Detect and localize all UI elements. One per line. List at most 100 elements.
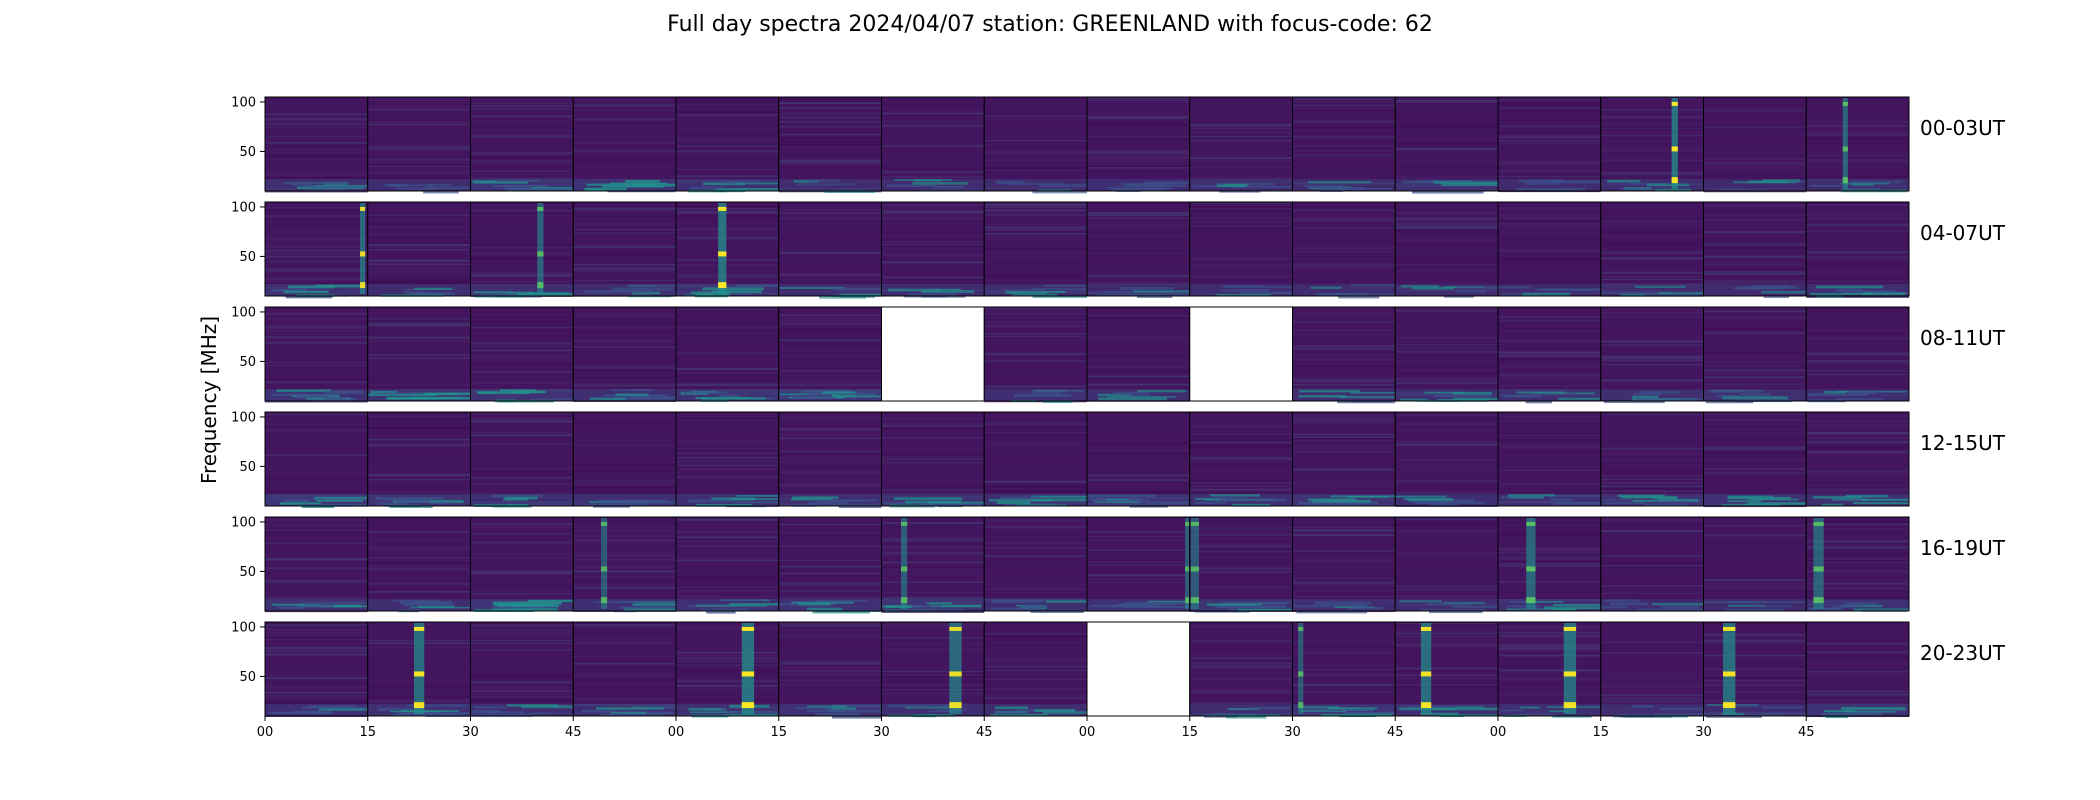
low-band-streak [720,180,759,184]
low-band-streak [1443,602,1486,604]
noise-stripe [676,323,779,325]
noise-stripe [265,178,368,181]
noise-stripe [1498,379,1601,381]
noise-stripe [470,105,574,108]
noise-stripe [1600,536,1704,539]
noise-stripe [1292,256,1396,258]
noise-stripe [1806,333,1909,336]
noise-stripe [676,107,779,109]
burst-column [1526,517,1536,610]
low-band-streak [612,287,674,291]
low-frequency-band [1292,494,1396,507]
spectrum-panel [1703,201,1807,299]
noise-stripe [1292,568,1396,570]
noise-stripe [881,423,985,426]
noise-stripe [470,272,574,275]
noise-stripe [470,483,574,485]
noise-stripe [573,225,676,226]
noise-stripe [778,217,882,220]
noise-stripe [881,643,985,645]
low-frequency-band [1498,284,1601,296]
spectrum-panel [881,201,985,298]
noise-stripe [881,652,985,654]
low-band-streak [427,184,451,186]
low-band-streak [779,393,836,396]
low-band-streak [492,601,562,605]
low-band-streak [1557,397,1601,400]
low-band-streak [1005,291,1047,294]
noise-stripe [1498,354,1601,357]
noise-stripe [778,523,882,526]
noise-stripe [1292,480,1396,483]
noise-stripe [1395,585,1498,587]
noise-stripe [367,441,471,444]
noise-stripe [1600,127,1704,129]
noise-stripe [1087,176,1190,178]
noise-stripe [1087,204,1190,206]
noise-stripe [1087,285,1190,287]
low-band-streak [1705,400,1754,404]
spectrum-panel [367,306,471,402]
low-band-streak [297,186,365,189]
noise-stripe [265,661,368,663]
noise-stripe [676,310,779,313]
spectrum-panel [470,96,574,192]
noise-stripe [1087,443,1190,445]
noise-stripe [1600,478,1704,481]
low-band-streak [429,502,453,504]
low-frequency-band [1189,599,1293,613]
low-frequency-band [573,284,676,298]
noise-stripe [265,341,368,344]
noise-stripe [265,635,368,637]
low-band-streak [1552,715,1592,718]
low-band-streak [921,189,981,192]
low-band-streak [1761,290,1807,294]
noise-stripe [367,566,471,567]
noise-stripe [1703,668,1807,671]
low-band-streak [284,499,310,503]
noise-stripe [1703,698,1807,700]
noise-stripe [984,584,1087,586]
noise-stripe [1806,471,1909,475]
panel-bg [1292,517,1396,611]
noise-stripe [470,345,574,347]
noise-stripe [984,134,1087,136]
noise-stripe [1395,699,1498,701]
low-band-streak [1147,600,1190,603]
noise-stripe [367,242,471,244]
noise-stripe [1806,380,1909,382]
noise-stripe [881,600,985,602]
noise-stripe [265,653,368,656]
noise-stripe [1087,155,1190,157]
low-band-streak [1548,180,1601,184]
noise-stripe [470,437,574,439]
low-band-streak [316,498,364,502]
noise-stripe [1806,369,1909,371]
burst-highlight [901,521,908,526]
noise-stripe [1703,224,1807,227]
noise-stripe [1703,673,1807,676]
noise-stripe [1498,469,1601,471]
low-band-streak [1032,295,1087,298]
low-band-streak [1339,188,1393,190]
noise-stripe [1189,542,1293,545]
low-band-streak [1221,289,1270,292]
noise-stripe [265,629,368,631]
noise-stripe [984,594,1087,596]
noise-stripe [1292,674,1396,676]
noise-stripe [1600,498,1704,502]
noise-stripe [265,448,368,451]
noise-stripe [1189,138,1293,140]
noise-stripe [1395,217,1498,220]
low-band-streak [807,705,847,708]
noise-stripe [1395,518,1498,520]
panel-bg [1292,202,1396,296]
noise-stripe [367,537,471,540]
noise-stripe [1703,679,1807,682]
low-band-streak [1643,503,1690,506]
low-frequency-band [573,389,676,401]
noise-stripe [1498,412,1601,415]
low-band-streak [1091,499,1149,502]
noise-stripe [470,523,574,526]
noise-stripe [984,430,1087,433]
